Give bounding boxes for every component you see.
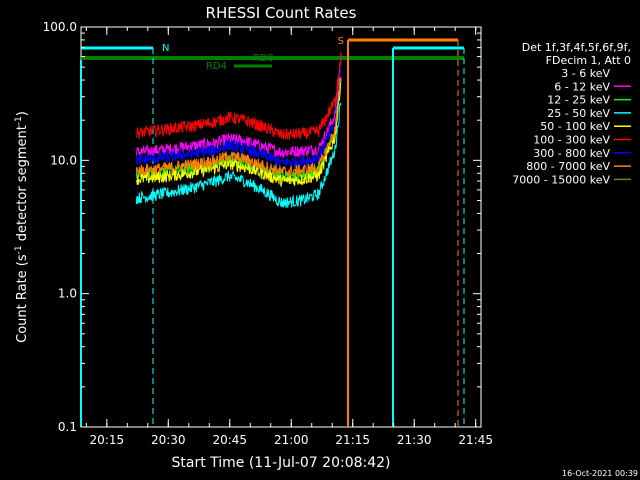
legend-label-5: 100 - 300 keV [533, 134, 610, 147]
render-timestamp: 16-Oct-2021 00:39 [562, 469, 638, 478]
y-tick-label-2: 10.0 [50, 153, 77, 167]
x-axis: 20:15 20:30 20:45 21:00 21:15 21:30 21:45 [85, 27, 493, 447]
series-layer [135, 52, 342, 208]
legend-label-7: 800 - 7000 keV [526, 160, 610, 173]
annotation-label-s: S [337, 36, 343, 47]
series-line-7 [135, 76, 342, 178]
y-axis: 0.1 1.0 10.0 100.0 [43, 20, 481, 434]
legend-header-line1: Det 1f,3f,4f,5f,6f,9f, [522, 41, 631, 54]
x-tick-label-4: 21:15 [335, 433, 370, 447]
annotation-label-n: N [162, 43, 169, 54]
y-axis-label-sup2: -1 [14, 116, 24, 125]
x-axis-label: Start Time (11-Jul-07 20:08:42) [171, 455, 390, 471]
legend-header-line2: FDecim 1, Att 0 [546, 54, 631, 67]
y-tick-label-1: 1.0 [58, 287, 77, 301]
legend-label-2: 12 - 25 keV [547, 94, 610, 107]
chart-title: RHESSI Count Rates [206, 4, 357, 22]
annotation-label-rd0: RD0 [253, 53, 274, 64]
series-line-4 [135, 79, 342, 187]
annotation-label-rd4: RD4 [206, 61, 227, 72]
legend-label-4: 50 - 100 keV [540, 120, 610, 133]
x-tick-label-0: 20:15 [90, 433, 125, 447]
x-tick-label-6: 21:45 [458, 433, 493, 447]
annotation-labels: N S RD0 RD4 [162, 36, 344, 72]
x-tick-label-2: 20:45 [212, 433, 247, 447]
legend-label-0: 3 - 6 keV [561, 67, 610, 80]
annotation-layer [80, 38, 465, 427]
legend: Det 1f,3f,4f,5f,6f,9f, FDecim 1, Att 0 3… [512, 41, 631, 186]
x-tick-label-5: 21:30 [397, 433, 432, 447]
legend-label-8: 7000 - 15000 keV [512, 173, 610, 186]
x-tick-label-3: 21:00 [274, 433, 309, 447]
series-line-6 [135, 67, 342, 169]
series-line-1 [135, 53, 342, 158]
y-axis-label-end: ) [15, 111, 30, 116]
y-axis-label-mid: detector segment [15, 125, 30, 245]
legend-label-3: 25 - 50 keV [547, 107, 610, 120]
x-tick-label-1: 20:30 [151, 433, 186, 447]
y-axis-label-sup1: -1 [14, 245, 24, 254]
series-line-3 [135, 102, 342, 208]
legend-label-6: 300 - 800 keV [533, 147, 610, 160]
series-line-0 [135, 82, 342, 194]
y-axis-label-main: Count Rate (s [15, 254, 30, 343]
y-tick-label-3: 100.0 [43, 20, 77, 34]
y-tick-label-0: 0.1 [58, 420, 77, 434]
y-axis-label: Count Rate (s-1 detector segment-1) [14, 111, 30, 343]
legend-label-1: 6 - 12 keV [554, 80, 610, 93]
series-line-5 [135, 52, 342, 140]
